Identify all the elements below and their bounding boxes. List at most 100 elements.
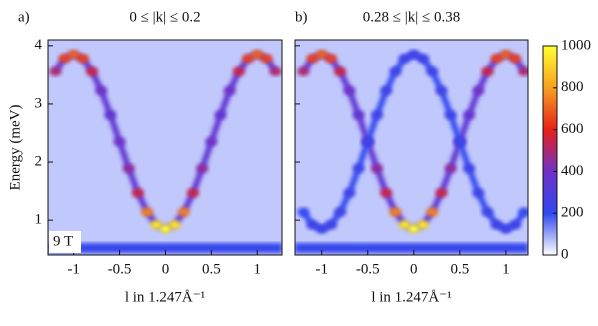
- x-tick-label: -0.5: [356, 261, 380, 277]
- intensity-point: [435, 86, 448, 96]
- panel-title: 0 ≤ |k| ≤ 0.2: [129, 9, 200, 25]
- intensity-point: [159, 224, 172, 234]
- intensity-point: [380, 188, 393, 198]
- intensity-point: [463, 163, 476, 173]
- intensity-point: [380, 86, 393, 96]
- intensity-point: [389, 66, 402, 76]
- intensity-point: [472, 86, 485, 96]
- intensity-point: [499, 50, 512, 60]
- colorbar-tick-label: 0: [561, 246, 569, 262]
- intensity-point: [509, 220, 522, 230]
- x-tick-label: 1: [502, 261, 510, 277]
- intensity-point: [168, 220, 181, 230]
- intensity-point: [361, 137, 374, 147]
- intensity-point: [49, 66, 62, 76]
- intensity-point: [463, 110, 476, 120]
- intensity-point: [343, 86, 356, 96]
- intensity-point: [196, 163, 209, 173]
- intensity-point: [444, 110, 457, 120]
- intensity-point: [177, 207, 190, 217]
- plot-frame: [294, 39, 529, 256]
- intensity-point: [260, 54, 273, 64]
- intensity-point: [481, 207, 494, 217]
- intensity-point: [499, 224, 512, 234]
- intensity-point: [490, 220, 503, 230]
- intensity-point: [370, 110, 383, 120]
- intensity-point: [417, 220, 430, 230]
- plot-area: [48, 50, 282, 253]
- plot-background: [48, 40, 282, 255]
- intensity-point: [509, 54, 522, 64]
- intensity-point: [150, 220, 163, 230]
- intensity-point: [306, 220, 319, 230]
- x-tick-label: 1: [253, 261, 261, 277]
- intensity-point: [398, 220, 411, 230]
- intensity-point: [490, 54, 503, 64]
- intensity-point: [86, 66, 99, 76]
- intensity-point: [472, 188, 485, 198]
- x-tick-label: 0: [410, 261, 418, 277]
- annotation: 9 T: [53, 233, 73, 249]
- y-tick-label: 2: [35, 153, 43, 169]
- intensity-point: [518, 66, 528, 76]
- intensity-point: [186, 188, 199, 198]
- intensity-point: [306, 54, 319, 64]
- intensity-point: [223, 86, 236, 96]
- intensity-point: [398, 54, 411, 64]
- y-tick-label: 4: [35, 37, 43, 53]
- intensity-point: [352, 110, 365, 120]
- intensity-point: [407, 224, 420, 234]
- intensity-point: [95, 86, 108, 96]
- panel-title: 0.28 ≤ |k| ≤ 0.38: [363, 9, 460, 25]
- x-tick-label: 0: [162, 261, 170, 277]
- x-tick-label: 0.5: [202, 261, 221, 277]
- panel-label: b): [295, 9, 308, 25]
- colorbar-tick-label: 600: [561, 121, 584, 137]
- elastic-band: [48, 243, 282, 253]
- intensity-point: [324, 54, 337, 64]
- intensity-point: [481, 66, 494, 76]
- annotation-box: [49, 231, 81, 253]
- intensity-point: [417, 54, 430, 64]
- colorbar-tick-label: 1000: [561, 37, 591, 53]
- intensity-point: [426, 66, 439, 76]
- intensity-point: [205, 137, 218, 147]
- intensity-point: [334, 66, 347, 76]
- intensity-point: [67, 50, 80, 60]
- intensity-point: [389, 207, 402, 217]
- intensity-point: [453, 137, 466, 147]
- colorbar-tick-label: 400: [561, 163, 584, 179]
- x-axis-label: l in 1.247Å⁻¹: [371, 289, 451, 305]
- intensity-point: [407, 50, 420, 60]
- y-tick-label: 3: [35, 95, 43, 111]
- intensity-point: [141, 207, 154, 217]
- intensity-point: [370, 163, 383, 173]
- intensity-point: [315, 224, 328, 234]
- intensity-point: [251, 50, 264, 60]
- y-axis-label: Energy (meV): [7, 105, 23, 191]
- colorbar: [542, 45, 558, 256]
- intensity-point: [214, 110, 227, 120]
- intensity-point: [444, 163, 457, 173]
- intensity-point: [426, 207, 439, 217]
- intensity-point: [131, 188, 144, 198]
- x-tick-label: 0.5: [450, 261, 469, 277]
- intensity-point: [104, 110, 117, 120]
- x-tick-label: -1: [315, 261, 328, 277]
- intensity-point: [352, 163, 365, 173]
- intensity-point: [113, 137, 126, 147]
- panel-label: a): [18, 9, 30, 25]
- intensity-point: [518, 207, 528, 217]
- intensity-point: [76, 54, 89, 64]
- y-tick-label: 1: [35, 212, 43, 228]
- x-axis-label: l in 1.247Å⁻¹: [125, 289, 205, 305]
- intensity-point: [315, 50, 328, 60]
- intensity-point: [58, 54, 71, 64]
- x-tick-label: -1: [67, 261, 80, 277]
- intensity-point: [122, 163, 135, 173]
- intensity-point: [297, 66, 310, 76]
- intensity-point: [297, 207, 310, 217]
- elastic-band: [295, 243, 528, 253]
- intensity-point: [269, 66, 282, 76]
